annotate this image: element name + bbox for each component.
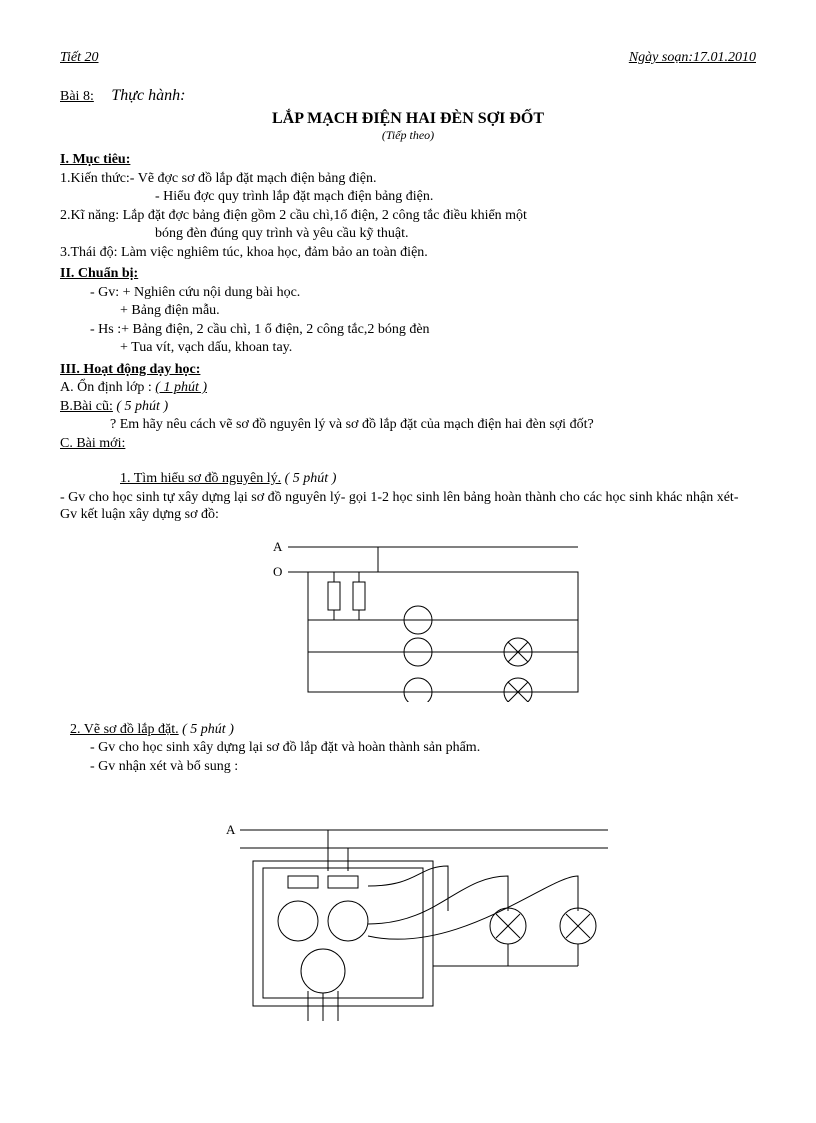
hoatdong-a-hand: ( 1 phút ) [155,380,207,395]
muctieu-l1a: 1.Kiến thức:- Vẽ đợc sơ đồ lắp đặt mạch … [60,170,756,188]
muctieu-l3: 3.Thái độ: Làm việc nghiêm túc, khoa học… [60,244,756,262]
sec2-p1: - Gv cho học sinh xây dựng lại sơ đồ lắp… [90,739,756,757]
lesson-thuchanh: Thực hành: [111,87,185,104]
chuanbi-l4: + Tua vít, vạch dấu, khoan tay. [120,339,756,357]
lesson-bai: Bài 8: [60,89,94,104]
svg-text:A: A [273,539,283,554]
header-right: Ngày soạn:17.01.2010 [629,50,756,66]
hoatdong-b-note: ( 5 phút ) [116,399,168,414]
hoatdong-c-text: C. Bài mới: [60,436,125,451]
sec-muctieu-head: I. Mục tiêu: [60,151,756,169]
sec2-head: 2. Vẽ sơ đồ lắp đặt. ( 5 phút ) [70,721,756,739]
sec-chuanbi-head: II. Chuẩn bị: [60,265,756,283]
chuanbi-l1: - Gv: + Nghiên cứu nội dung bài học. [90,284,756,302]
muctieu-l2b: bóng đèn đúng quy trình và yêu cầu kỹ th… [155,225,756,243]
chuanbi-l3: - Hs :+ Bảng điện, 2 cầu chì, 1 ổ điện, … [90,321,756,339]
header-left: Tiết 20 [60,50,99,66]
sec2-head-text: 2. Vẽ sơ đồ lắp đặt. [70,722,179,737]
muctieu-l1b: - Hiểu đợc quy trình lắp đặt mạch điện b… [155,188,756,206]
hoatdong-a-text: A. Ổn định lớp : [60,380,152,395]
sec1-note: ( 5 phút ) [285,471,337,486]
lesson-line: Bài 8: Thực hành: [60,86,756,106]
title-main: LẮP MẠCH ĐIỆN HAI ĐÈN SỢI ĐỐT [60,110,756,128]
chuanbi-l2: + Bảng điện mẫu. [120,302,756,320]
sec1-head-text: 1. Tìm hiểu sơ đồ nguyên lý. [120,471,281,486]
sec-hoatdong-head: III. Hoạt động dạy học: [60,361,756,379]
doc-header: Tiết 20 Ngày soạn:17.01.2010 [60,50,756,66]
hoatdong-b-text: B.Bài cũ: [60,399,113,414]
hoatdong-a: A. Ổn định lớp : ( 1 phút ) [60,379,756,397]
diagram2: A [60,816,756,1031]
svg-text:A: A [226,822,236,837]
muctieu-l2a: 2.Kĩ năng: Lắp đặt đợc bảng điện gồm 2 c… [60,207,756,225]
sec1-head: 1. Tìm hiểu sơ đồ nguyên lý. ( 5 phút ) [120,470,756,488]
sec1-p1: - Gv cho học sinh tự xây dựng lại sơ đồ … [60,489,756,524]
hoatdong-b: B.Bài cũ: ( 5 phút ) [60,398,756,416]
hoatdong-b-q: ? Em hãy nêu cách vẽ sơ đồ nguyên lý và … [110,416,756,434]
sec2-note: ( 5 phút ) [182,722,234,737]
hoatdong-c: C. Bài mới: [60,435,756,453]
sec2-p2: - Gv nhận xét và bổ sung : [90,758,756,776]
diagram1: A O [60,532,756,707]
svg-text:O: O [273,564,282,579]
title-sub: (Tiếp theo) [60,128,756,143]
